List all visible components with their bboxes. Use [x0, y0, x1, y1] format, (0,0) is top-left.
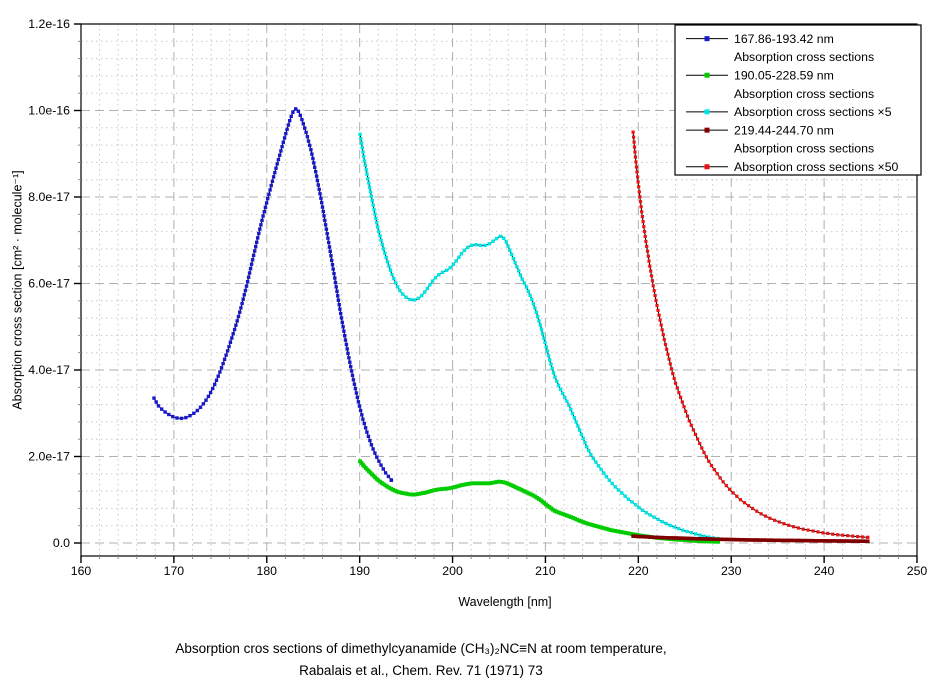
legend-marker	[704, 72, 710, 78]
series-abs-219.44-244.70nm-x50	[631, 130, 870, 539]
series-abs-219.44-244.70nm	[631, 534, 870, 544]
x-tick-label: 170	[164, 564, 185, 578]
series-markers	[358, 459, 720, 544]
legend-label: Absorption cross sections	[734, 87, 874, 101]
y-tick-label: 2.0e-17	[28, 450, 70, 464]
axis-ticks	[74, 23, 918, 563]
series-abs-190.05-228.59nm-x5	[358, 132, 720, 541]
legend: 167.86-193.42 nm Absorption cross section…	[674, 24, 922, 176]
y-tick-label: 8.0e-17	[28, 190, 70, 204]
legend-marker	[704, 164, 710, 170]
legend-label: Absorption cross sections	[734, 142, 874, 156]
y-axis-title: Absorption cross section [cm² · molecule…	[10, 170, 25, 410]
legend-entry: Absorption cross sections	[734, 87, 874, 101]
x-tick-label: 200	[442, 564, 463, 578]
x-tick-label: 190	[349, 564, 370, 578]
series-markers	[358, 132, 720, 541]
x-tick-label: 220	[628, 564, 649, 578]
plot-frame	[80, 23, 918, 557]
y-tick-label: 4.0e-17	[28, 363, 70, 377]
legend-entry: Absorption cross sections ×5	[686, 105, 892, 119]
legend-marker	[704, 36, 710, 42]
legend-box	[674, 24, 922, 176]
series-abs-190.05-228.59nm	[358, 459, 720, 544]
legend-entry: 190.05-228.59 nm	[686, 68, 834, 82]
legend-label: Absorption cross sections ×50	[734, 160, 899, 174]
y-tick-label: 1.0e-16	[28, 104, 70, 118]
x-tick-labels: 160 170 180 190 200 210 220 230 240 250	[71, 564, 928, 578]
x-tick-label: 160	[71, 564, 92, 578]
x-tick-label: 180	[257, 564, 278, 578]
legend-label: 219.44-244.70 nm	[734, 123, 834, 137]
series-line	[359, 134, 719, 540]
y-tick-label: 6.0e-17	[28, 277, 70, 291]
legend-entry: 219.44-244.70 nm	[686, 123, 834, 137]
y-tick-label: 0.0	[53, 536, 70, 550]
legend-entry: 167.86-193.42 nm	[686, 32, 834, 46]
legend-entry: Absorption cross sections	[734, 50, 874, 64]
series-markers	[152, 107, 394, 482]
x-axis-title: Wavelength [nm]	[458, 595, 552, 609]
legend-entry: Absorption cross sections	[734, 142, 874, 156]
x-tick-label: 230	[721, 564, 742, 578]
x-tick-label: 210	[535, 564, 556, 578]
legend-label: 190.05-228.59 nm	[734, 68, 834, 82]
series-markers	[631, 534, 870, 544]
y-tick-labels: 1.2e-16 1.0e-16 8.0e-17 6.0e-17 4.0e-17 2.0e-…	[28, 17, 70, 550]
x-tick-label: 240	[814, 564, 835, 578]
legend-label: Absorption cross sections	[734, 50, 874, 64]
legend-label: Absorption cross sections ×5	[734, 105, 892, 119]
series-abs-167.86-193.42nm	[152, 107, 394, 482]
series-line	[632, 132, 868, 538]
caption-line-1: Absorption cros sections of dimethylcyan…	[175, 641, 667, 656]
legend-label: 167.86-193.42 nm	[734, 32, 834, 46]
caption-line-2: Rabalais et al., Chem. Rev. 71 (1971) 73	[299, 663, 543, 678]
series-line	[153, 107, 392, 481]
legend-marker	[704, 109, 710, 115]
series-markers	[631, 130, 870, 539]
legend-marker	[704, 127, 710, 133]
y-tick-label: 1.2e-16	[28, 17, 70, 31]
x-tick-label: 250	[907, 564, 928, 578]
minor-gridlines	[81, 24, 917, 556]
legend-entry: Absorption cross sections ×50	[686, 160, 899, 174]
